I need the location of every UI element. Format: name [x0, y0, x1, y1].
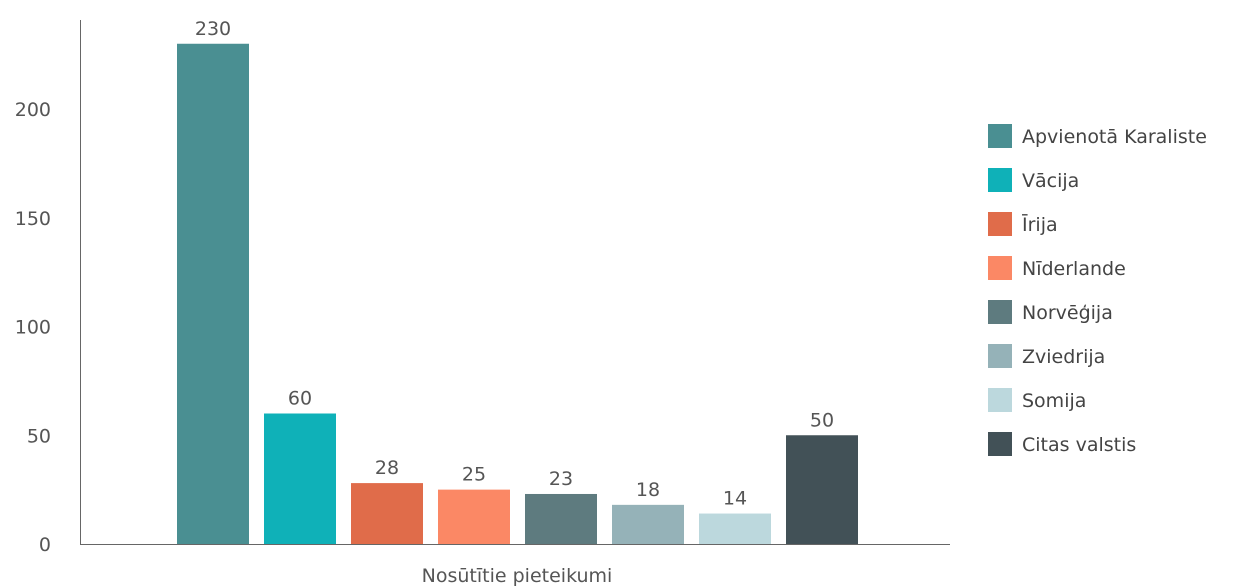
- legend-label: Vācija: [1022, 170, 1079, 192]
- y-tick-label: 150: [15, 208, 51, 230]
- bar-value-label: 50: [810, 409, 834, 431]
- x-axis-title: Nosūtītie pieteikumi: [422, 565, 613, 586]
- legend-swatch: [988, 256, 1012, 280]
- legend-label: Norvēģija: [1022, 302, 1113, 324]
- bar-value-label: 25: [462, 464, 486, 486]
- legend-swatch: [988, 124, 1012, 148]
- legend-swatch: [988, 168, 1012, 192]
- bar: [351, 483, 423, 544]
- bar: [612, 504, 684, 544]
- y-axis: 0 50 100 150 200: [15, 99, 51, 556]
- bar-value-label: 14: [723, 488, 747, 510]
- legend-swatch: [988, 212, 1012, 236]
- bar: [786, 435, 858, 544]
- bars: [177, 43, 858, 544]
- legend-swatch: [988, 388, 1012, 412]
- legend-label: Somija: [1022, 390, 1086, 412]
- y-tick-label: 100: [15, 317, 51, 339]
- bar-value-label: 23: [549, 468, 573, 490]
- legend-label: Citas valstis: [1022, 434, 1136, 456]
- legend-label: Apvienotā Karaliste: [1022, 126, 1207, 148]
- legend-label: Nīderlande: [1022, 258, 1126, 280]
- y-tick-label: 50: [27, 425, 51, 447]
- y-tick-label: 200: [15, 99, 51, 121]
- legend: Apvienotā Karaliste Vācija Īrija Nīderlande…: [988, 124, 1207, 456]
- bar: [525, 493, 597, 544]
- bar-value-label: 18: [636, 479, 660, 501]
- bar: [438, 489, 510, 544]
- legend-label: Īrija: [1022, 212, 1058, 236]
- y-tick-label: 0: [39, 534, 51, 556]
- bar: [264, 413, 336, 544]
- legend-swatch: [988, 300, 1012, 324]
- bar-value-label: 28: [375, 457, 399, 479]
- bar-value-labels: 230 60 28 25 23 18 14 50: [195, 18, 834, 510]
- legend-label: Zviedrija: [1022, 346, 1105, 368]
- bar-value-label: 230: [195, 18, 231, 40]
- bar: [177, 43, 249, 544]
- legend-swatch: [988, 432, 1012, 456]
- bar: [699, 513, 771, 544]
- bar-value-label: 60: [288, 388, 312, 410]
- legend-swatch: [988, 344, 1012, 368]
